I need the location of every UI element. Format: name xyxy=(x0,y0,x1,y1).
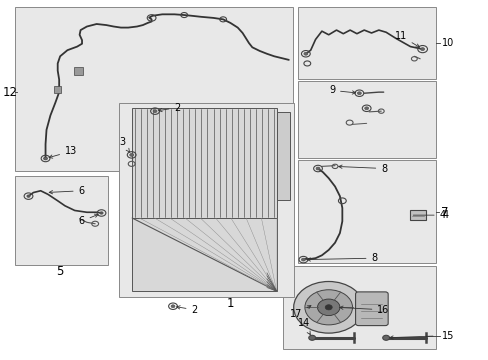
Text: 5: 5 xyxy=(56,265,64,278)
Text: 13: 13 xyxy=(49,146,77,158)
Circle shape xyxy=(303,52,307,55)
Circle shape xyxy=(129,153,133,156)
Bar xyxy=(297,81,435,158)
Bar xyxy=(119,103,293,297)
Circle shape xyxy=(315,167,319,170)
Text: 11: 11 xyxy=(394,31,419,47)
Circle shape xyxy=(171,305,175,308)
Text: 2: 2 xyxy=(176,305,197,315)
Bar xyxy=(15,176,107,265)
Circle shape xyxy=(27,195,30,197)
Circle shape xyxy=(153,110,157,113)
Text: 15: 15 xyxy=(441,331,453,341)
Bar xyxy=(132,108,276,218)
Bar xyxy=(74,67,82,75)
Bar xyxy=(297,160,435,263)
Text: 12: 12 xyxy=(2,86,18,99)
Text: 16: 16 xyxy=(339,305,389,315)
Circle shape xyxy=(420,48,424,50)
Text: 4: 4 xyxy=(412,210,445,220)
Bar xyxy=(132,218,276,291)
Circle shape xyxy=(43,157,47,160)
Text: 1: 1 xyxy=(226,297,234,310)
Text: 6: 6 xyxy=(49,186,84,196)
Text: 2: 2 xyxy=(158,103,181,113)
Circle shape xyxy=(308,335,315,340)
Bar xyxy=(283,266,435,349)
Text: 9: 9 xyxy=(328,85,355,95)
Circle shape xyxy=(317,299,339,316)
Bar xyxy=(276,112,290,200)
Bar xyxy=(409,210,425,220)
Text: 14: 14 xyxy=(297,319,310,334)
Circle shape xyxy=(325,305,331,310)
Text: 8: 8 xyxy=(306,253,377,263)
Circle shape xyxy=(382,335,389,340)
FancyBboxPatch shape xyxy=(355,292,387,325)
Text: 6: 6 xyxy=(79,214,98,226)
Circle shape xyxy=(357,92,361,95)
Text: 4: 4 xyxy=(441,210,447,220)
Circle shape xyxy=(305,290,352,325)
Circle shape xyxy=(301,258,305,261)
Text: 17: 17 xyxy=(289,306,310,319)
Text: 8: 8 xyxy=(338,163,386,174)
Bar xyxy=(297,7,435,79)
Circle shape xyxy=(100,212,103,214)
Text: 7: 7 xyxy=(440,206,447,219)
Circle shape xyxy=(364,107,368,110)
Text: 10: 10 xyxy=(441,38,453,48)
Bar xyxy=(15,7,292,171)
Circle shape xyxy=(293,282,363,333)
Bar xyxy=(54,86,61,93)
Text: 3: 3 xyxy=(119,138,129,152)
